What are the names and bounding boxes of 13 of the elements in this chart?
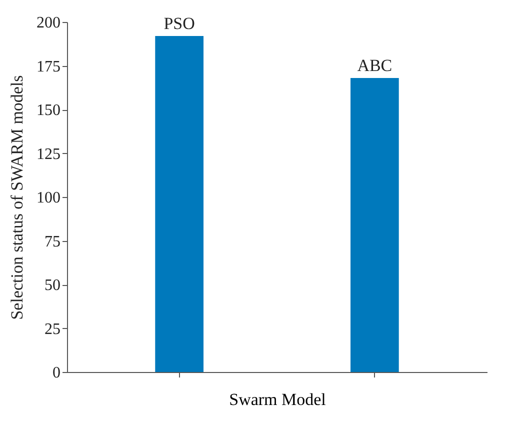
y-tick-label: 100: [36, 190, 60, 206]
x-axis-title: Swarm Model: [229, 390, 326, 409]
y-tick-label: 125: [36, 146, 60, 163]
y-tick-label: 50: [44, 277, 60, 294]
x-tick-label: PSO: [164, 14, 195, 33]
y-tick-label: 25: [44, 320, 60, 338]
x-tick-label: ABC: [357, 56, 392, 75]
y-tick-label: 200: [36, 14, 60, 32]
y-tick-label: 0: [52, 364, 60, 382]
y-tick-label: 75: [44, 233, 60, 250]
y-tick-label: 175: [36, 58, 60, 76]
y-axis-title: Selection status of SWARM models: [8, 75, 26, 320]
y-tick-label: 150: [36, 102, 60, 119]
